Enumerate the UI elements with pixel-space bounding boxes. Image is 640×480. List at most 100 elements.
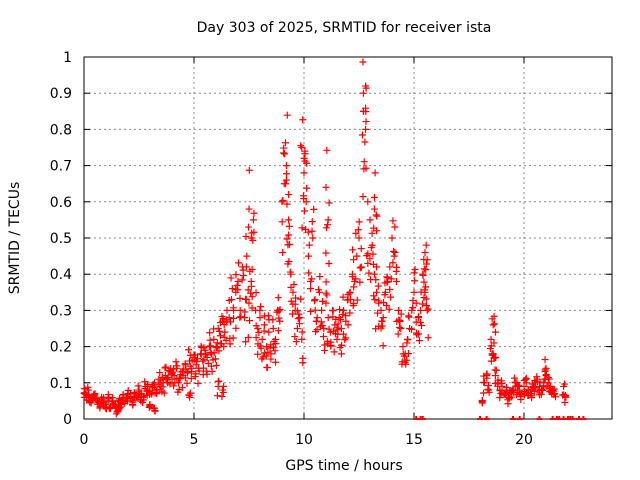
data-point <box>297 142 305 150</box>
data-point <box>491 366 499 374</box>
data-point <box>353 252 361 260</box>
data-point <box>258 355 266 363</box>
data-point <box>319 297 327 305</box>
data-point <box>236 294 244 302</box>
data-point <box>317 318 325 326</box>
data-point <box>160 389 168 397</box>
data-point <box>496 394 504 402</box>
data-point <box>420 278 428 286</box>
data-point <box>203 370 211 378</box>
data-point <box>254 350 262 358</box>
data-point <box>185 346 193 354</box>
data-point <box>274 327 282 335</box>
data-point <box>417 318 425 326</box>
data-point <box>206 329 214 337</box>
plot-border <box>83 56 613 420</box>
data-point <box>152 388 160 396</box>
data-point <box>320 325 328 332</box>
data-point <box>323 291 331 299</box>
data-point <box>423 256 431 264</box>
data-point <box>272 358 280 366</box>
data-point <box>358 131 366 139</box>
data-point <box>214 378 222 386</box>
data-point <box>370 270 378 278</box>
data-point <box>279 197 287 205</box>
data-point <box>302 198 310 206</box>
data-point <box>339 293 347 301</box>
data-point <box>395 306 403 314</box>
data-point <box>134 382 142 390</box>
data-point <box>359 58 367 66</box>
data-point <box>400 352 408 360</box>
data-point <box>280 144 288 152</box>
data-point <box>237 313 245 321</box>
data-point <box>315 286 323 294</box>
data-point <box>421 286 429 294</box>
data-point <box>391 248 399 256</box>
y-tick-label: 0.4 <box>50 267 72 283</box>
data-point <box>393 263 401 271</box>
y-tick-label: 0.3 <box>50 303 72 319</box>
data-point-zero <box>483 416 490 420</box>
data-point <box>301 157 309 165</box>
data-point <box>298 335 306 343</box>
data-point <box>181 360 189 368</box>
data-point <box>371 169 379 177</box>
data-point <box>411 277 419 285</box>
data-point <box>232 271 240 279</box>
data-point <box>527 392 535 400</box>
data-point <box>480 389 488 397</box>
data-point <box>541 367 549 375</box>
data-point <box>195 367 203 375</box>
data-point <box>220 382 228 390</box>
data-point <box>346 295 354 303</box>
data-point <box>174 388 182 396</box>
data-point <box>285 231 293 239</box>
data-point <box>322 249 330 257</box>
data-point <box>542 371 550 379</box>
data-point <box>394 330 402 338</box>
data-point <box>254 325 262 332</box>
data-point <box>262 352 270 360</box>
data-point <box>356 278 364 286</box>
data-point <box>503 383 511 391</box>
data-point <box>230 314 238 322</box>
data-point-zero <box>516 416 523 420</box>
data-point <box>300 169 308 177</box>
data-point <box>364 259 372 267</box>
data-point <box>249 216 257 224</box>
data-point <box>490 312 498 320</box>
data-point <box>562 391 570 399</box>
data-point <box>293 325 301 332</box>
y-tick-label: 0.7 <box>50 159 72 175</box>
data-point <box>282 176 290 184</box>
chart-title: Day 303 of 2025, SRMTID for receiver ist… <box>197 20 492 36</box>
data-point <box>387 275 395 283</box>
data-point <box>364 198 372 206</box>
data-point <box>385 305 393 313</box>
data-point <box>510 374 518 382</box>
data-point <box>109 394 117 402</box>
data-point <box>248 304 256 312</box>
data-point <box>354 226 362 234</box>
data-point <box>362 82 370 90</box>
data-point <box>324 216 332 224</box>
data-point <box>305 241 313 249</box>
data-point <box>537 390 545 398</box>
data-point <box>252 289 260 297</box>
data-point <box>346 289 354 297</box>
data-point <box>208 368 216 376</box>
data-point <box>283 111 291 119</box>
data-point <box>322 224 330 232</box>
data-point <box>212 355 220 363</box>
y-axis-title: SRMTID / TECUs <box>7 182 23 295</box>
data-point <box>382 302 390 310</box>
data-point <box>256 306 264 314</box>
data-point <box>365 269 373 277</box>
x-tick-label: 10 <box>295 432 313 448</box>
data-point <box>245 299 253 307</box>
data-point <box>337 325 345 332</box>
data-point <box>299 116 307 124</box>
data-point <box>304 228 312 236</box>
